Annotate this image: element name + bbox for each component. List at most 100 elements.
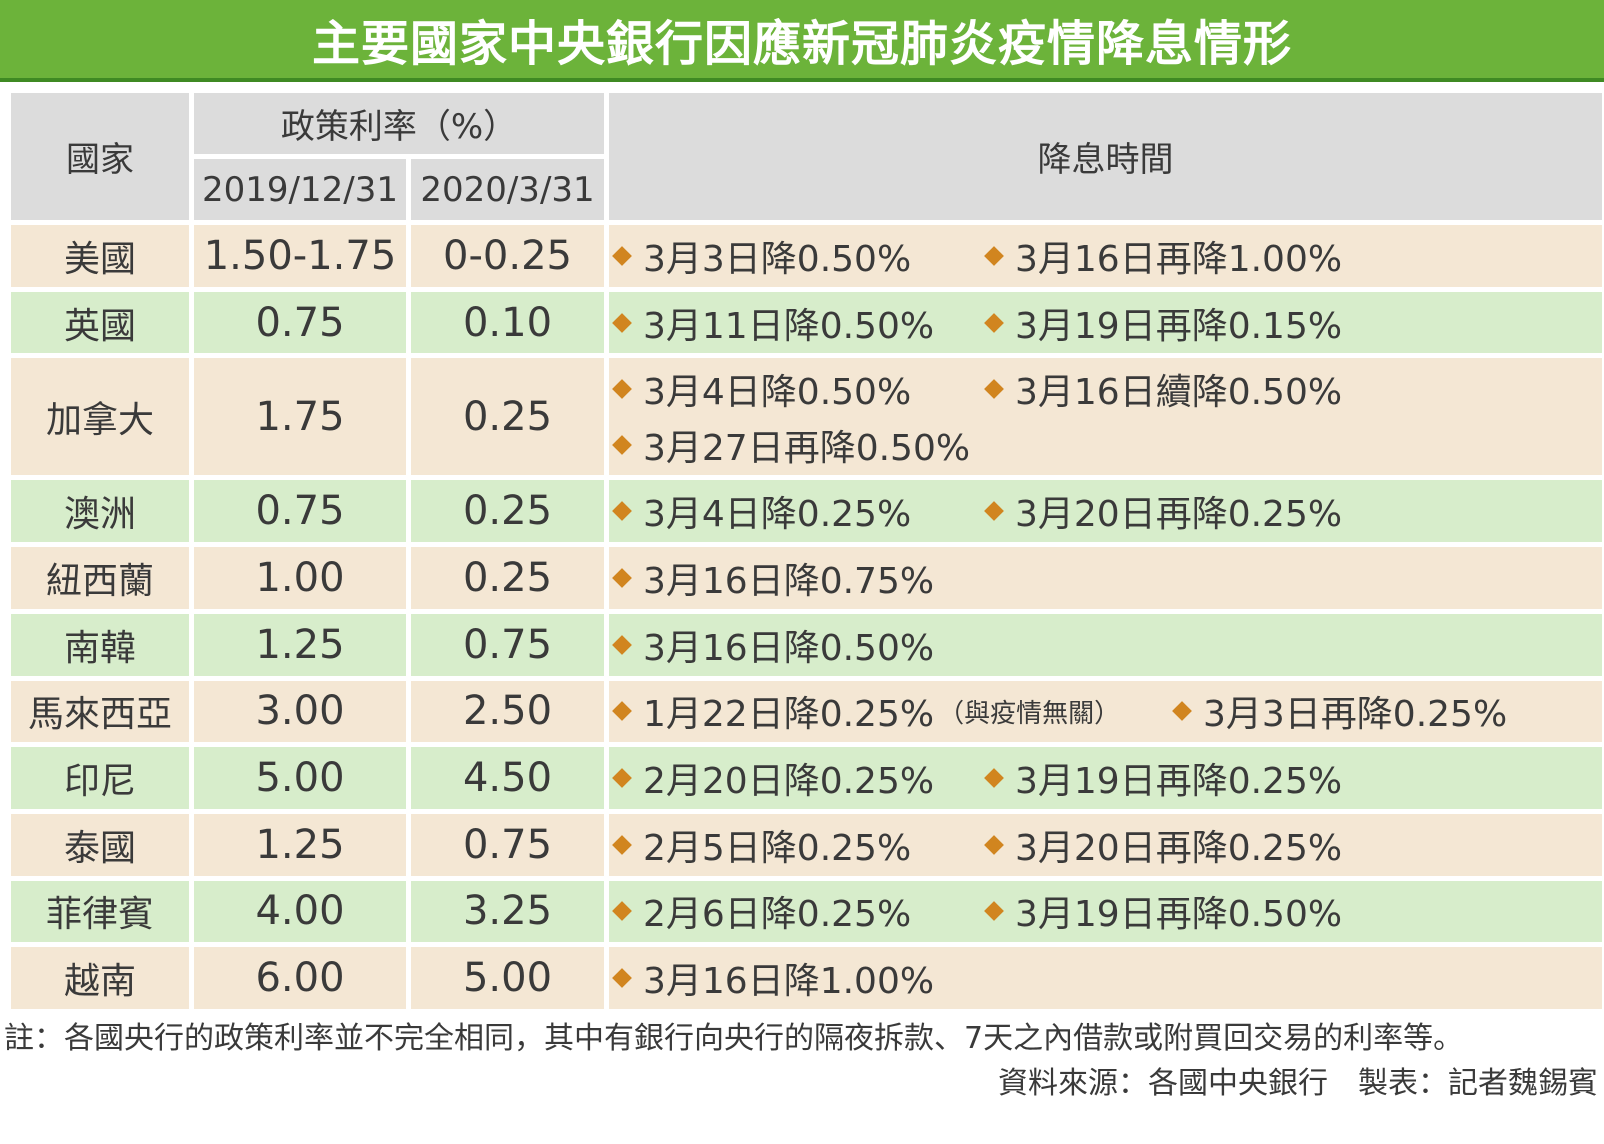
cut-line: 3月4日降0.50% 3月16日續降0.50% [609, 361, 1602, 417]
cut-line: 3月11日降0.50% 3月19日再降0.15% [609, 295, 1602, 351]
rate-cut-item: 3月20日再降0.25% [981, 819, 1342, 871]
rate-2019-cell: 1.25 [194, 613, 406, 676]
rate-cut-text: 3月19日再降0.50% [1015, 894, 1343, 936]
country-cell: 馬來西亞 [11, 680, 189, 743]
rate-2019-cell: 5.00 [194, 747, 406, 809]
rate-cut-item: 3月19日再降0.50% [981, 885, 1342, 937]
rate-cut-text: 3月20日再降0.25% [1015, 494, 1343, 536]
country-cell: 南韓 [11, 613, 189, 676]
header-date-2020: 2020/3/31 [411, 159, 604, 220]
cut-line: 2月20日降0.25% 3月19日再降0.25% [609, 750, 1602, 806]
rate-cut-text: 1月22日降0.25% [643, 694, 935, 736]
diamond-bullet-icon [612, 501, 632, 522]
header-policy-rate: 政策利率（%） [194, 93, 604, 154]
rate-2020-cell: 0.10 [411, 291, 604, 354]
cut-dates-cell: 2月6日降0.25% 3月19日再降0.50% [609, 880, 1602, 943]
rate-cut-item: 2月20日降0.25% [609, 752, 981, 804]
country-cell: 泰國 [11, 813, 189, 876]
cut-line: 3月16日降0.75% [609, 550, 1602, 606]
rate-cut-text: 2月5日降0.25% [643, 827, 912, 869]
diamond-bullet-icon [612, 901, 632, 922]
diamond-bullet-icon [612, 379, 632, 399]
rate-2019-cell: 0.75 [194, 291, 406, 354]
country-cell: 紐西蘭 [11, 547, 189, 609]
rate-2020-cell: 3.25 [411, 880, 604, 943]
rate-cut-text: 3月3日降0.50% [643, 238, 912, 280]
rate-cut-item: 3月16日降1.00% [609, 952, 934, 1004]
rate-2020-cell: 0.25 [411, 480, 604, 543]
rate-cut-text: 3月19日再降0.25% [1015, 761, 1343, 803]
rate-cut-item: 3月16日降0.75% [609, 552, 934, 604]
rate-cut-text: 3月16日再降1.00% [1015, 238, 1343, 280]
rate-cut-text: 3月16日續降0.50% [1015, 371, 1343, 413]
rate-cut-text: 2月20日降0.25% [643, 761, 935, 803]
table-row: 泰國 1.25 0.75 2月5日降0.25% 3月20日再降0.25% [11, 813, 1602, 876]
table-row: 越南 6.00 5.00 3月16日降1.00% [11, 947, 1602, 1009]
cut-dates-cell: 3月4日降0.50% 3月16日續降0.50% 3月27日再降0.50% [609, 358, 1602, 476]
table-row: 紐西蘭 1.00 0.25 3月16日降0.75% [11, 547, 1602, 609]
rate-2019-cell: 3.00 [194, 680, 406, 743]
rate-2020-cell: 5.00 [411, 947, 604, 1009]
cut-line: 3月27日再降0.50% [609, 417, 1602, 473]
table-row: 美國 1.50-1.75 0-0.25 3月3日降0.50% 3月16日再降1.00% [11, 225, 1602, 287]
rate-2020-cell: 0.75 [411, 813, 604, 876]
header-cut-dates: 降息時間 [609, 93, 1602, 220]
rate-cut-text: 3月11日降0.50% [643, 305, 935, 347]
cut-dates-cell: 2月5日降0.25% 3月20日再降0.25% [609, 813, 1602, 876]
table-row: 加拿大 1.75 0.25 3月4日降0.50% 3月16日續降0.50% 3月27日再降… [11, 358, 1602, 476]
rate-2019-cell: 1.75 [194, 358, 406, 476]
table-row: 澳洲 0.75 0.25 3月4日降0.25% 3月20日再降0.25% [11, 480, 1602, 543]
rate-cut-table: 國家 政策利率（%） 降息時間 2019/12/31 2020/3/31 美國 1… [6, 88, 1604, 1014]
rate-cut-text: 2月6日降0.25% [643, 894, 912, 936]
rate-2019-cell: 1.50-1.75 [194, 225, 406, 287]
rate-2019-cell: 0.75 [194, 480, 406, 543]
cut-dates-cell: 3月4日降0.25% 3月20日再降0.25% [609, 480, 1602, 543]
rate-cut-text: 3月3日再降0.25% [1203, 694, 1508, 736]
country-cell: 越南 [11, 947, 189, 1009]
rate-2020-cell: 0.25 [411, 547, 604, 609]
cut-dates-cell: 3月3日降0.50% 3月16日再降1.00% [609, 225, 1602, 287]
rate-cut-item: 3月3日降0.50% [609, 230, 981, 282]
diamond-bullet-icon [984, 245, 1004, 266]
table-row: 英國 0.75 0.10 3月11日降0.50% 3月19日再降0.15% [11, 291, 1602, 354]
rate-cut-text: 3月16日降1.00% [643, 961, 935, 1003]
rate-cut-item: 3月4日降0.50% [609, 363, 981, 415]
diamond-bullet-icon [612, 634, 632, 655]
rate-2019-cell: 4.00 [194, 880, 406, 943]
diamond-bullet-icon [612, 245, 632, 266]
cut-line: 3月16日降1.00% [609, 950, 1602, 1006]
rate-2019-cell: 1.25 [194, 813, 406, 876]
cut-dates-cell: 3月16日降1.00% [609, 947, 1602, 1009]
rate-cut-note: （與疫情無關） [938, 698, 1121, 729]
rate-2020-cell: 0.75 [411, 613, 604, 676]
rate-cut-item: 1月22日降0.25% （與疫情無關） [609, 685, 1169, 737]
rate-cut-text: 3月20日再降0.25% [1015, 827, 1343, 869]
rate-cut-text: 3月19日再降0.15% [1015, 305, 1343, 347]
rate-cut-item: 3月4日降0.25% [609, 485, 981, 537]
table-row: 馬來西亞 3.00 2.50 1月22日降0.25% （與疫情無關） 3月3日再降0.25… [11, 680, 1602, 743]
cut-dates-cell: 3月16日降0.75% [609, 547, 1602, 609]
rate-cut-text: 3月16日降0.50% [643, 627, 935, 669]
cut-line: 1月22日降0.25% （與疫情無關） 3月3日再降0.25% [609, 683, 1602, 739]
diamond-bullet-icon [984, 834, 1004, 855]
rate-2020-cell: 0.25 [411, 358, 604, 476]
rate-cut-item: 3月16日續降0.50% [981, 363, 1342, 415]
cut-line: 2月5日降0.25% 3月20日再降0.25% [609, 817, 1602, 873]
table-body: 美國 1.50-1.75 0-0.25 3月3日降0.50% 3月16日再降1.00% 英… [11, 225, 1602, 1009]
diamond-bullet-icon [984, 379, 1004, 399]
rate-cut-text: 3月27日再降0.50% [643, 427, 971, 469]
diamond-bullet-icon [612, 701, 632, 722]
rate-cut-text: 3月16日降0.75% [643, 561, 935, 602]
diamond-bullet-icon [612, 568, 632, 588]
cut-dates-cell: 3月16日降0.50% [609, 613, 1602, 676]
table-row: 南韓 1.25 0.75 3月16日降0.50% [11, 613, 1602, 676]
cut-line: 3月4日降0.25% 3月20日再降0.25% [609, 483, 1602, 539]
rate-cut-text: 3月4日降0.25% [643, 494, 912, 536]
rate-cut-item: 3月19日再降0.15% [981, 297, 1342, 349]
diamond-bullet-icon [612, 768, 632, 788]
diamond-bullet-icon [612, 968, 632, 989]
rate-cut-item: 2月5日降0.25% [609, 819, 981, 871]
cut-line: 2月6日降0.25% 3月19日再降0.50% [609, 883, 1602, 939]
cut-line: 3月3日降0.50% 3月16日再降1.00% [609, 228, 1602, 284]
table-row: 菲律賓 4.00 3.25 2月6日降0.25% 3月19日再降0.50% [11, 880, 1602, 943]
